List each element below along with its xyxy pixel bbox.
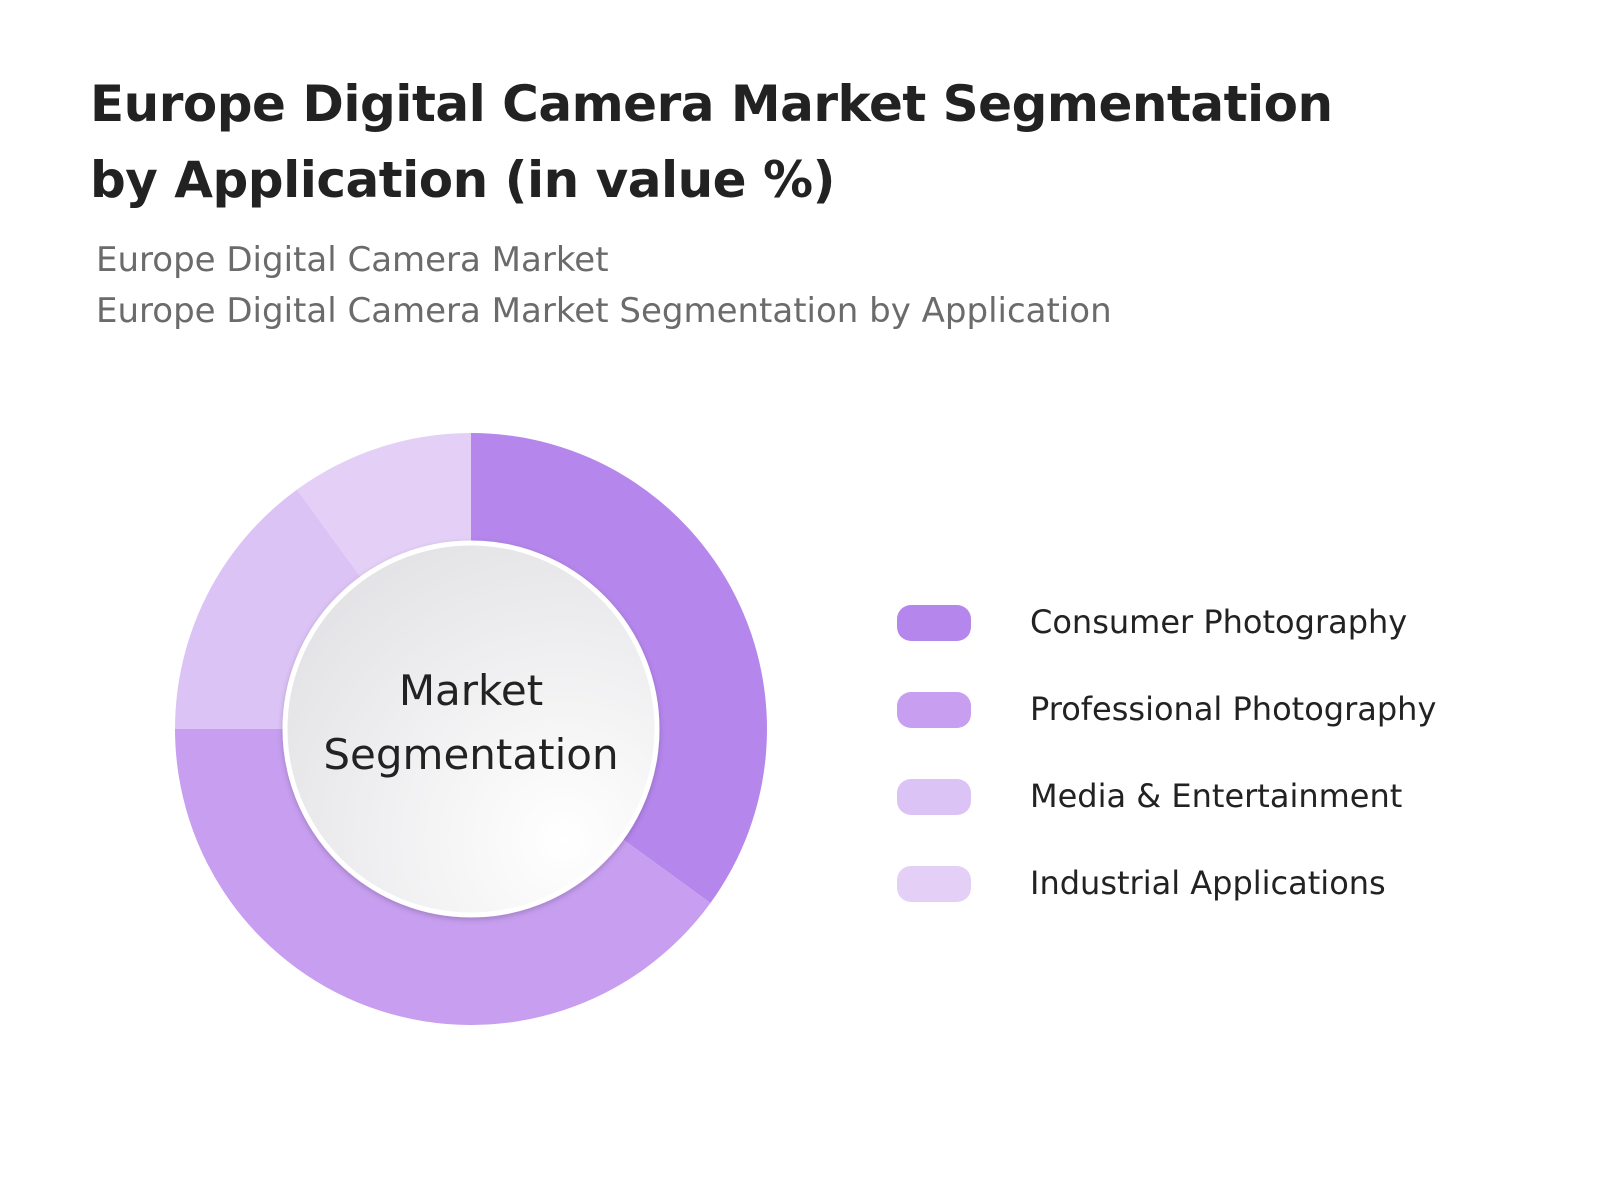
legend-swatch — [897, 866, 971, 902]
chart-title: Europe Digital Camera Market Segmentatio… — [90, 75, 1333, 209]
legend-label: Industrial Applications — [1030, 864, 1386, 902]
legend-label: Consumer Photography — [1030, 603, 1408, 641]
center-label: Market Segmentation — [323, 666, 619, 779]
subtitle: Europe Digital Camera Market Segmentatio… — [96, 291, 1112, 331]
chart — [175, 433, 767, 1025]
legend-swatch — [897, 692, 971, 728]
legend-swatch — [897, 605, 971, 641]
legend-swatch — [897, 779, 971, 815]
legend-label: Media & Entertainment — [1030, 777, 1403, 815]
legend-label: Professional Photography — [1030, 690, 1437, 728]
center-disc — [282, 540, 660, 918]
subtitle: Europe Digital Camera Market — [96, 240, 609, 280]
